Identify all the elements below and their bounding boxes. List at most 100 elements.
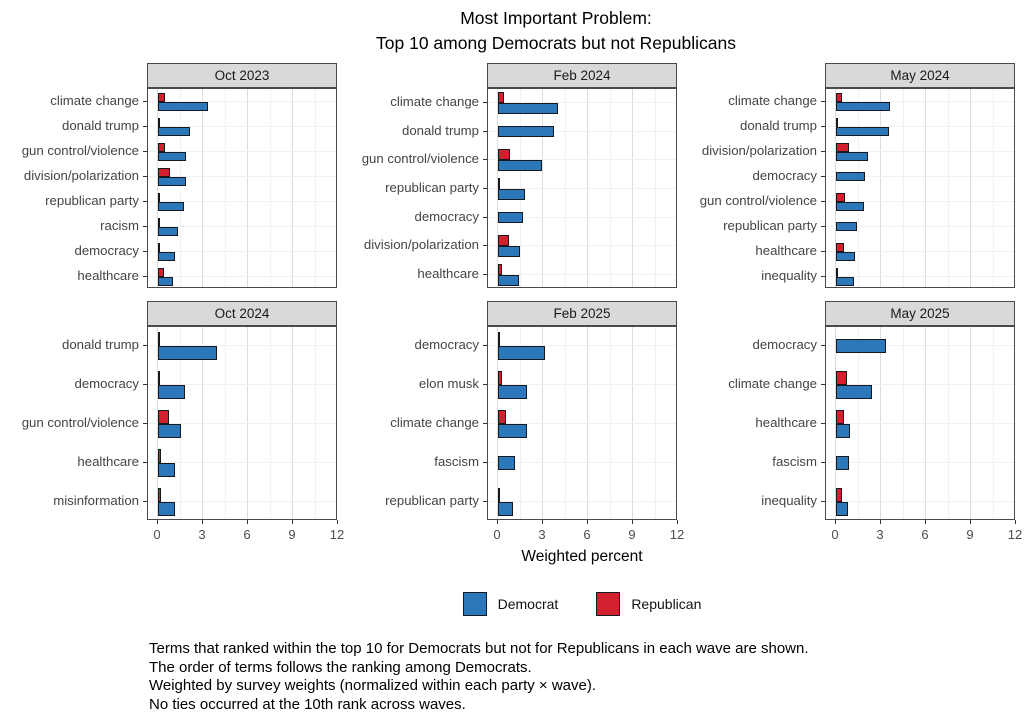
bar-republican (158, 193, 160, 202)
category-tick (483, 384, 487, 385)
bar-republican (158, 332, 161, 346)
category-tick (143, 423, 147, 424)
x-axis-tick (542, 520, 543, 524)
bar-republican (158, 268, 164, 277)
category-tick (821, 501, 825, 502)
gridline-minor (992, 89, 994, 287)
bar-democrat (498, 189, 525, 200)
caption: Terms that ranked within the top 10 for … (149, 640, 1014, 714)
bar-democrat (158, 502, 175, 516)
category-tick (143, 126, 147, 127)
bar-democrat (498, 103, 558, 114)
bar-democrat (158, 127, 191, 136)
bar-republican (836, 118, 839, 127)
gridline-major-y (826, 384, 1014, 385)
gridline-major-y (826, 345, 1014, 346)
gridline-major-y (826, 201, 1014, 202)
category-tick (821, 226, 825, 227)
category-tick (821, 126, 825, 127)
category-label: donald trump (62, 118, 139, 133)
bar-republican (836, 93, 842, 102)
gridline-major-y (148, 276, 336, 277)
category-tick (143, 462, 147, 463)
bar-republican (498, 371, 502, 385)
category-label: division/polarization (23, 168, 139, 183)
gridline-major-y (148, 201, 336, 202)
bar-democrat (836, 456, 849, 470)
bar-democrat (498, 246, 520, 257)
x-axis-tick (677, 520, 678, 524)
bar-democrat (836, 502, 848, 516)
x-axis-tick-label: 12 (669, 527, 685, 542)
legend-label-democrat: Democrat (497, 596, 559, 612)
facet-strip: Feb 2025 (487, 301, 677, 326)
gridline-major-y (488, 274, 676, 275)
gridline-major-y (148, 126, 336, 127)
category-label: gun control/violence (699, 193, 817, 208)
bar-democrat (158, 385, 185, 399)
category-tick (483, 274, 487, 275)
category-label: inequality (761, 268, 817, 283)
facet-strip-label: Feb 2025 (553, 306, 611, 321)
x-axis-tick (157, 520, 158, 524)
bar-democrat (836, 339, 886, 353)
bar-republican (498, 264, 502, 275)
gridline-major-y (488, 188, 676, 189)
category-tick (483, 501, 487, 502)
gridline-major-y (148, 345, 336, 346)
bar-republican (836, 243, 844, 252)
bar-democrat (498, 456, 516, 470)
category-label: healthcare (77, 268, 139, 283)
gridline-minor (902, 89, 904, 287)
x-axis-tick-label: 9 (288, 527, 296, 542)
facet-strip: May 2024 (825, 63, 1015, 88)
facet-strip-label: May 2024 (890, 68, 950, 83)
gridline-major-y (148, 101, 336, 102)
category-label: gun control/violence (21, 415, 139, 430)
bar-republican (158, 488, 161, 502)
facet-panel (147, 326, 337, 520)
category-label: democracy (752, 337, 818, 352)
facet-panel (147, 88, 337, 288)
category-tick (483, 345, 487, 346)
category-tick (821, 423, 825, 424)
category-label: gun control/violence (361, 151, 479, 166)
bar-democrat (836, 172, 865, 181)
category-label: donald trump (740, 118, 817, 133)
category-tick (143, 176, 147, 177)
category-label: climate change (390, 94, 479, 109)
bar-democrat (836, 277, 854, 286)
gridline-major (880, 89, 881, 287)
bar-democrat (158, 202, 185, 211)
gridline-major-y (148, 384, 336, 385)
bar-republican (498, 410, 507, 424)
category-label: division/polarization (363, 237, 479, 252)
x-axis-tick (632, 520, 633, 524)
bar-republican (836, 268, 838, 277)
chart-title-line2: Top 10 among Democrats but not Republica… (376, 32, 736, 53)
gridline-major (247, 89, 248, 287)
gridline-major-y (148, 462, 336, 463)
category-tick (483, 102, 487, 103)
bar-republican (836, 488, 842, 502)
category-tick (143, 201, 147, 202)
x-axis-tick-label: 6 (583, 527, 591, 542)
category-tick (821, 201, 825, 202)
gridline-major (835, 89, 836, 287)
facet-strip-label: Oct 2023 (214, 68, 270, 83)
category-label: donald trump (402, 123, 479, 138)
bar-democrat (498, 502, 513, 516)
category-label: healthcare (755, 243, 817, 258)
gridline-major-y (826, 126, 1014, 127)
legend-item-republican: Republican (596, 592, 701, 616)
facet-strip: May 2025 (825, 301, 1015, 326)
x-axis-label: Weighted percent (521, 548, 643, 565)
x-axis-tick (497, 520, 498, 524)
bar-democrat (158, 277, 173, 286)
category-tick (821, 345, 825, 346)
category-label: healthcare (755, 415, 817, 430)
bar-republican (158, 143, 165, 152)
category-label: democracy (74, 243, 140, 258)
gridline-major (157, 89, 158, 287)
bar-republican (158, 218, 160, 227)
